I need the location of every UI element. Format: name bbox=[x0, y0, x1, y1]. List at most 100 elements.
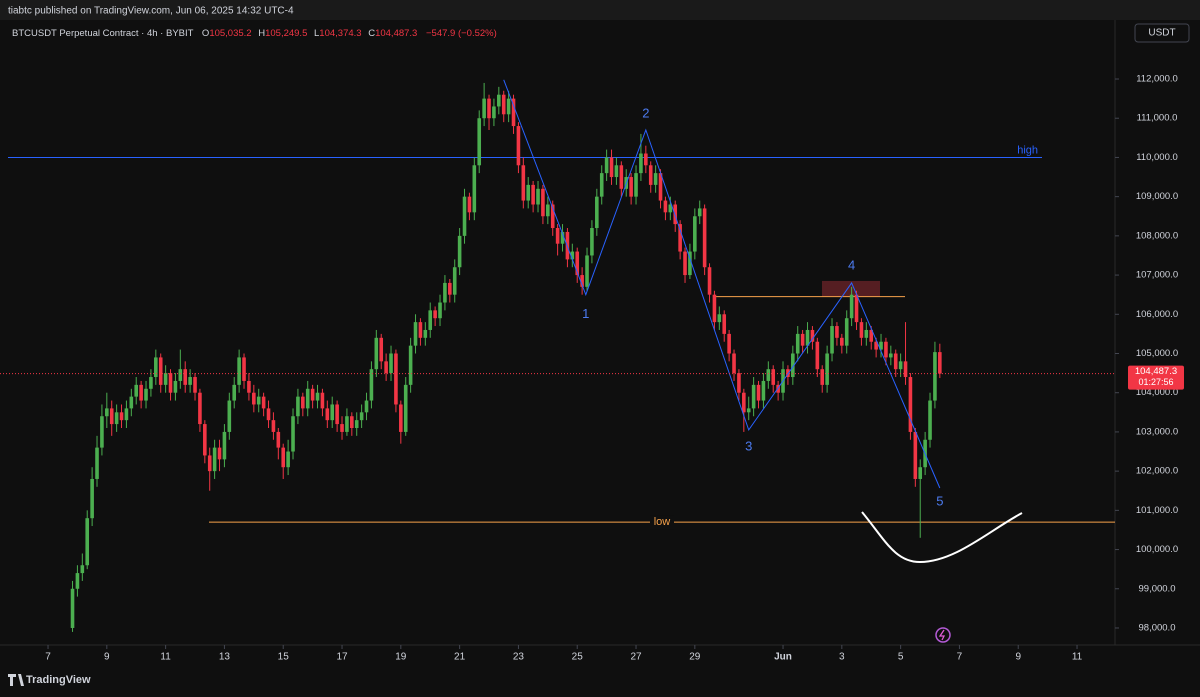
x-tick-label: 7 bbox=[957, 652, 963, 663]
candle-body bbox=[129, 396, 134, 409]
candle-body bbox=[639, 153, 643, 174]
candle-body bbox=[472, 165, 477, 213]
wave-label: 2 bbox=[642, 105, 649, 120]
x-tick-label: 15 bbox=[278, 652, 290, 663]
candle-body bbox=[516, 126, 521, 166]
candle-body bbox=[399, 404, 403, 432]
candle-body bbox=[443, 282, 447, 303]
candle-body bbox=[653, 173, 658, 185]
candle-body bbox=[737, 373, 741, 393]
candle-body bbox=[403, 384, 408, 432]
legend-value: 105,035.2 bbox=[209, 28, 251, 39]
candle-body bbox=[810, 329, 815, 342]
candle-body bbox=[604, 157, 609, 174]
candle-body bbox=[252, 392, 256, 405]
candle-body bbox=[497, 94, 501, 107]
candle-body bbox=[389, 353, 393, 374]
candle-body bbox=[771, 369, 776, 385]
candle-body bbox=[286, 451, 290, 468]
candle-body bbox=[678, 224, 682, 252]
candle-body bbox=[350, 416, 354, 429]
candle-body bbox=[222, 431, 227, 460]
x-tick-label: 23 bbox=[513, 652, 525, 663]
x-tick-label: 21 bbox=[454, 652, 466, 663]
candle-body bbox=[889, 353, 893, 358]
candle-body bbox=[163, 373, 168, 385]
candle-body bbox=[575, 251, 580, 276]
candle-body bbox=[560, 231, 565, 244]
candle-body bbox=[800, 333, 805, 346]
candle-body bbox=[570, 251, 575, 260]
candle-body bbox=[732, 353, 736, 374]
projection-curve bbox=[861, 511, 1023, 564]
x-tick-label: 3 bbox=[839, 652, 845, 663]
y-tick-label: 102,000.0 bbox=[1136, 466, 1178, 477]
candle-body bbox=[423, 329, 428, 338]
x-tick-label: 9 bbox=[104, 652, 110, 663]
candle-body bbox=[854, 294, 859, 323]
candle-body bbox=[541, 188, 545, 217]
candle-body bbox=[369, 369, 374, 401]
candle-body bbox=[938, 352, 942, 374]
candle-body bbox=[105, 408, 109, 417]
candle-body bbox=[629, 177, 633, 197]
candle-body bbox=[918, 467, 923, 479]
symbol: BTCUSDT Perpetual Contract · 4h · BYBIT bbox=[12, 28, 194, 39]
x-tick-label: 25 bbox=[572, 652, 584, 663]
candle-body bbox=[438, 302, 442, 319]
candle-body bbox=[742, 392, 746, 413]
candle-body bbox=[898, 361, 903, 370]
candle-body bbox=[212, 447, 217, 472]
candle-body bbox=[658, 173, 663, 201]
candle-body bbox=[546, 204, 550, 217]
candle-body bbox=[526, 184, 531, 201]
candle-body bbox=[271, 420, 276, 432]
candle-body bbox=[203, 424, 207, 456]
candle-body bbox=[305, 388, 310, 409]
candle-body bbox=[144, 388, 148, 401]
y-tick-label: 112,000.0 bbox=[1136, 74, 1178, 85]
candle-body bbox=[70, 588, 75, 628]
currency-button[interactable] bbox=[1134, 23, 1190, 43]
candle-body bbox=[511, 98, 516, 127]
candle-body bbox=[864, 329, 869, 338]
wave-label: 1 bbox=[582, 306, 589, 321]
x-tick-label: 11 bbox=[160, 652, 171, 663]
candle-body bbox=[359, 412, 364, 421]
x-tick-label: 5 bbox=[898, 652, 904, 663]
change: −547.9 (−0.52%) bbox=[426, 28, 497, 39]
candle-body bbox=[408, 345, 413, 385]
candle-body bbox=[697, 208, 702, 217]
x-tick-label: 19 bbox=[395, 652, 407, 663]
candle-body bbox=[457, 235, 462, 268]
level-label: high bbox=[1017, 144, 1038, 156]
candle-body bbox=[531, 184, 535, 205]
y-tick-label: 99,000.0 bbox=[1139, 583, 1176, 594]
candle-body bbox=[134, 384, 139, 397]
candle-body bbox=[727, 333, 731, 354]
alert-icon[interactable] bbox=[935, 627, 951, 643]
candle-body bbox=[320, 392, 325, 409]
candle-body bbox=[859, 322, 864, 338]
candle-body bbox=[178, 369, 183, 381]
candle-body bbox=[580, 275, 584, 287]
last-price-box bbox=[1128, 365, 1184, 390]
candle-body bbox=[722, 314, 727, 334]
legend-value: 104,374.3 bbox=[319, 28, 361, 39]
candle-body bbox=[448, 282, 452, 295]
candle-body bbox=[746, 408, 751, 413]
candle-body bbox=[599, 173, 604, 197]
x-tick-label: 13 bbox=[219, 652, 231, 663]
y-tick-label: 109,000.0 bbox=[1136, 191, 1178, 202]
legend-key: H bbox=[258, 28, 265, 39]
candle-body bbox=[413, 322, 418, 346]
candle-body bbox=[893, 353, 898, 370]
candle-body bbox=[717, 314, 722, 323]
candle-body bbox=[345, 416, 349, 432]
candle-body bbox=[693, 216, 697, 252]
candle-body bbox=[585, 255, 589, 287]
currency[interactable]: USDT bbox=[1148, 28, 1175, 39]
candle-body bbox=[237, 357, 241, 385]
candle-body bbox=[354, 420, 359, 429]
candle-body bbox=[477, 118, 482, 166]
